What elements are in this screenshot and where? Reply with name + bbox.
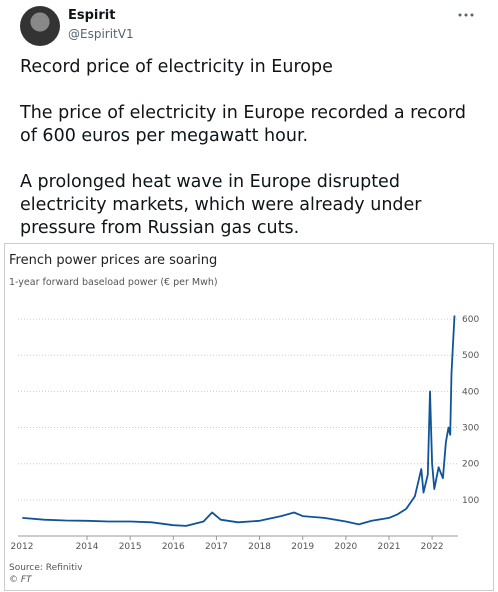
x-tick-label: 2018 — [248, 542, 271, 552]
x-tick-label: 2021 — [378, 542, 401, 552]
paragraph: A prolonged heat wave in Europe disrupte… — [20, 172, 422, 238]
x-tick-label: 2019 — [291, 542, 314, 552]
x-tick-label: 2020 — [334, 542, 357, 552]
x-tick-label: 2012 — [11, 542, 34, 552]
author-name[interactable]: Espirit — [68, 8, 116, 23]
avatar[interactable] — [20, 6, 60, 46]
chart-frame — [4, 243, 494, 591]
y-tick-label: 100 — [462, 496, 479, 506]
paragraph: The price of electricity in Europe recor… — [20, 103, 467, 146]
chart-subtitle: 1-year forward baseload power (€ per Mwh… — [9, 277, 218, 288]
x-tick-label: 2015 — [119, 542, 142, 552]
chart-title: French power prices are soaring — [9, 253, 217, 268]
tweet-text: Record price of electricity in Europe Th… — [20, 56, 488, 263]
more-menu[interactable] — [456, 8, 476, 22]
y-tick-label: 200 — [462, 460, 479, 470]
price-line — [22, 315, 456, 527]
paragraph: Record price of electricity in Europe — [20, 57, 333, 77]
x-tick-label: 2022 — [421, 542, 444, 552]
y-tick-label: 600 — [462, 315, 479, 325]
y-tick-label: 400 — [462, 387, 479, 397]
chart[interactable]: French power prices are soaring 1-year f… — [4, 243, 494, 591]
x-tick-label: 2014 — [76, 542, 99, 552]
x-tick-label: 2016 — [162, 542, 185, 552]
credit: © FT — [9, 575, 33, 585]
source: Source: Refinitiv — [9, 563, 83, 573]
x-tick-label: 2017 — [205, 542, 228, 552]
y-tick-label: 500 — [462, 351, 479, 361]
y-tick-label: 300 — [462, 424, 479, 434]
author-handle[interactable]: @EspiritV1 — [68, 27, 134, 41]
